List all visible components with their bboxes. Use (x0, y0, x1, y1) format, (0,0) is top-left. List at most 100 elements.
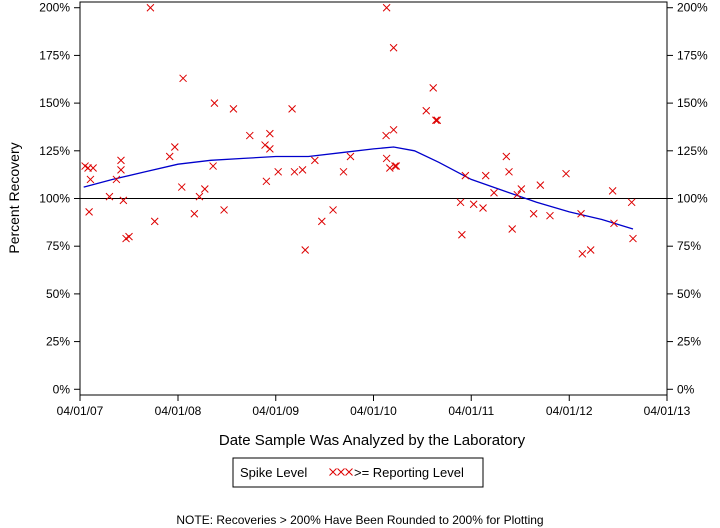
footnote: NOTE: Recoveries > 200% Have Been Rounde… (176, 513, 543, 527)
data-point (382, 154, 391, 163)
data-point (508, 225, 517, 233)
data-point (179, 74, 187, 83)
y-tick-label-left: 100% (39, 192, 70, 206)
data-point (274, 167, 283, 176)
data-point (112, 175, 121, 184)
y-tick-label-right: 50% (677, 287, 701, 301)
data-point (170, 143, 179, 151)
data-point (317, 217, 326, 226)
x-tick-label: 04/01/11 (448, 404, 494, 418)
y-axis-title: Percent Recovery (6, 142, 22, 253)
data-point (610, 219, 618, 228)
data-point (266, 129, 274, 138)
data-point (89, 164, 97, 172)
recovery-points (81, 3, 637, 258)
y-tick-label-right: 200% (677, 1, 708, 15)
x-tick-label: 04/01/08 (155, 404, 202, 418)
data-point (117, 166, 125, 174)
y-tick-label-left: 0% (53, 382, 71, 396)
y-tick-label-right: 150% (677, 96, 708, 110)
data-point (432, 116, 440, 125)
data-point (301, 246, 310, 254)
data-point (529, 209, 538, 218)
data-point (229, 104, 238, 113)
x-tick-label: 04/01/07 (57, 404, 104, 418)
x-axis-title: Date Sample Was Analyzed by the Laborato… (219, 432, 526, 449)
y-tick-label-left: 125% (39, 144, 70, 158)
data-point (190, 209, 199, 218)
x-tick-label: 04/01/12 (546, 404, 593, 418)
data-point (429, 83, 438, 92)
data-point (298, 166, 307, 174)
y-tick-label-left: 50% (46, 287, 70, 301)
data-point (165, 152, 174, 161)
data-point (200, 185, 209, 193)
x-axis: 04/01/07 04/01/08 04/01/09 04/01/10 04/01/11… (57, 395, 691, 418)
data-point (261, 141, 269, 149)
data-point (517, 185, 526, 193)
data-point (629, 234, 637, 243)
data-point (389, 43, 398, 52)
data-point (382, 3, 391, 12)
y-tick-label-left: 175% (39, 48, 70, 62)
data-point (391, 162, 399, 170)
data-point (536, 181, 545, 189)
legend-x-mark (337, 468, 345, 476)
legend: Spike Level >= Reporting Level (232, 457, 484, 488)
data-point (481, 171, 490, 180)
data-point (86, 175, 95, 184)
y-tick-label-right: 125% (677, 144, 708, 158)
spike-level-line (83, 146, 634, 230)
data-point (119, 196, 128, 205)
x-tick-label: 04/01/09 (252, 404, 299, 418)
data-point (339, 167, 348, 176)
data-point (117, 156, 125, 165)
y-tick-label-right: 100% (677, 192, 708, 206)
y-tick-label-left: 150% (39, 96, 70, 110)
legend-label-spike: Spike Level (240, 465, 307, 480)
x-tick-label: 04/01/10 (350, 404, 397, 418)
data-point (392, 162, 401, 170)
data-point (311, 156, 319, 165)
data-point (608, 187, 617, 195)
data-point (146, 3, 155, 12)
data-point (546, 211, 554, 220)
data-point (461, 171, 470, 180)
data-point (195, 192, 204, 201)
data-point (177, 183, 186, 191)
data-point (329, 206, 337, 214)
data-point (210, 99, 219, 107)
plot-area (79, 1, 668, 396)
data-point (150, 217, 159, 226)
legend-box (232, 457, 484, 488)
x-tick-label: 04/01/13 (644, 404, 691, 418)
data-point (469, 200, 478, 209)
data-point (513, 190, 522, 199)
data-point (385, 164, 394, 172)
y-axis-left: 0% 25% 50% 75% 100% 125% 150% 175% 200% (39, 1, 80, 396)
y-axis-right: 0% 25% 50% 75% 100% 125% 150% 175% 200% (667, 1, 708, 396)
data-point (577, 209, 585, 218)
legend-x-mark (345, 468, 353, 476)
data-point (502, 152, 511, 161)
data-point (433, 116, 442, 125)
data-point (586, 246, 595, 254)
data-point (346, 152, 355, 161)
data-point (389, 125, 398, 134)
data-point (382, 131, 390, 140)
data-point (209, 162, 217, 170)
data-point (220, 206, 228, 214)
y-tick-label-left: 75% (46, 239, 70, 253)
data-point (490, 188, 498, 197)
y-tick-label-right: 75% (677, 239, 701, 253)
legend-label-reporting: >= Reporting Level (354, 465, 464, 480)
data-point (288, 104, 296, 113)
y-tick-label-left: 25% (46, 335, 70, 349)
data-point (85, 208, 93, 216)
data-point (266, 145, 274, 153)
data-point (578, 249, 587, 258)
data-point (245, 131, 254, 140)
y-tick-label-left: 200% (39, 1, 70, 15)
data-point (562, 169, 570, 178)
data-point (422, 106, 431, 115)
